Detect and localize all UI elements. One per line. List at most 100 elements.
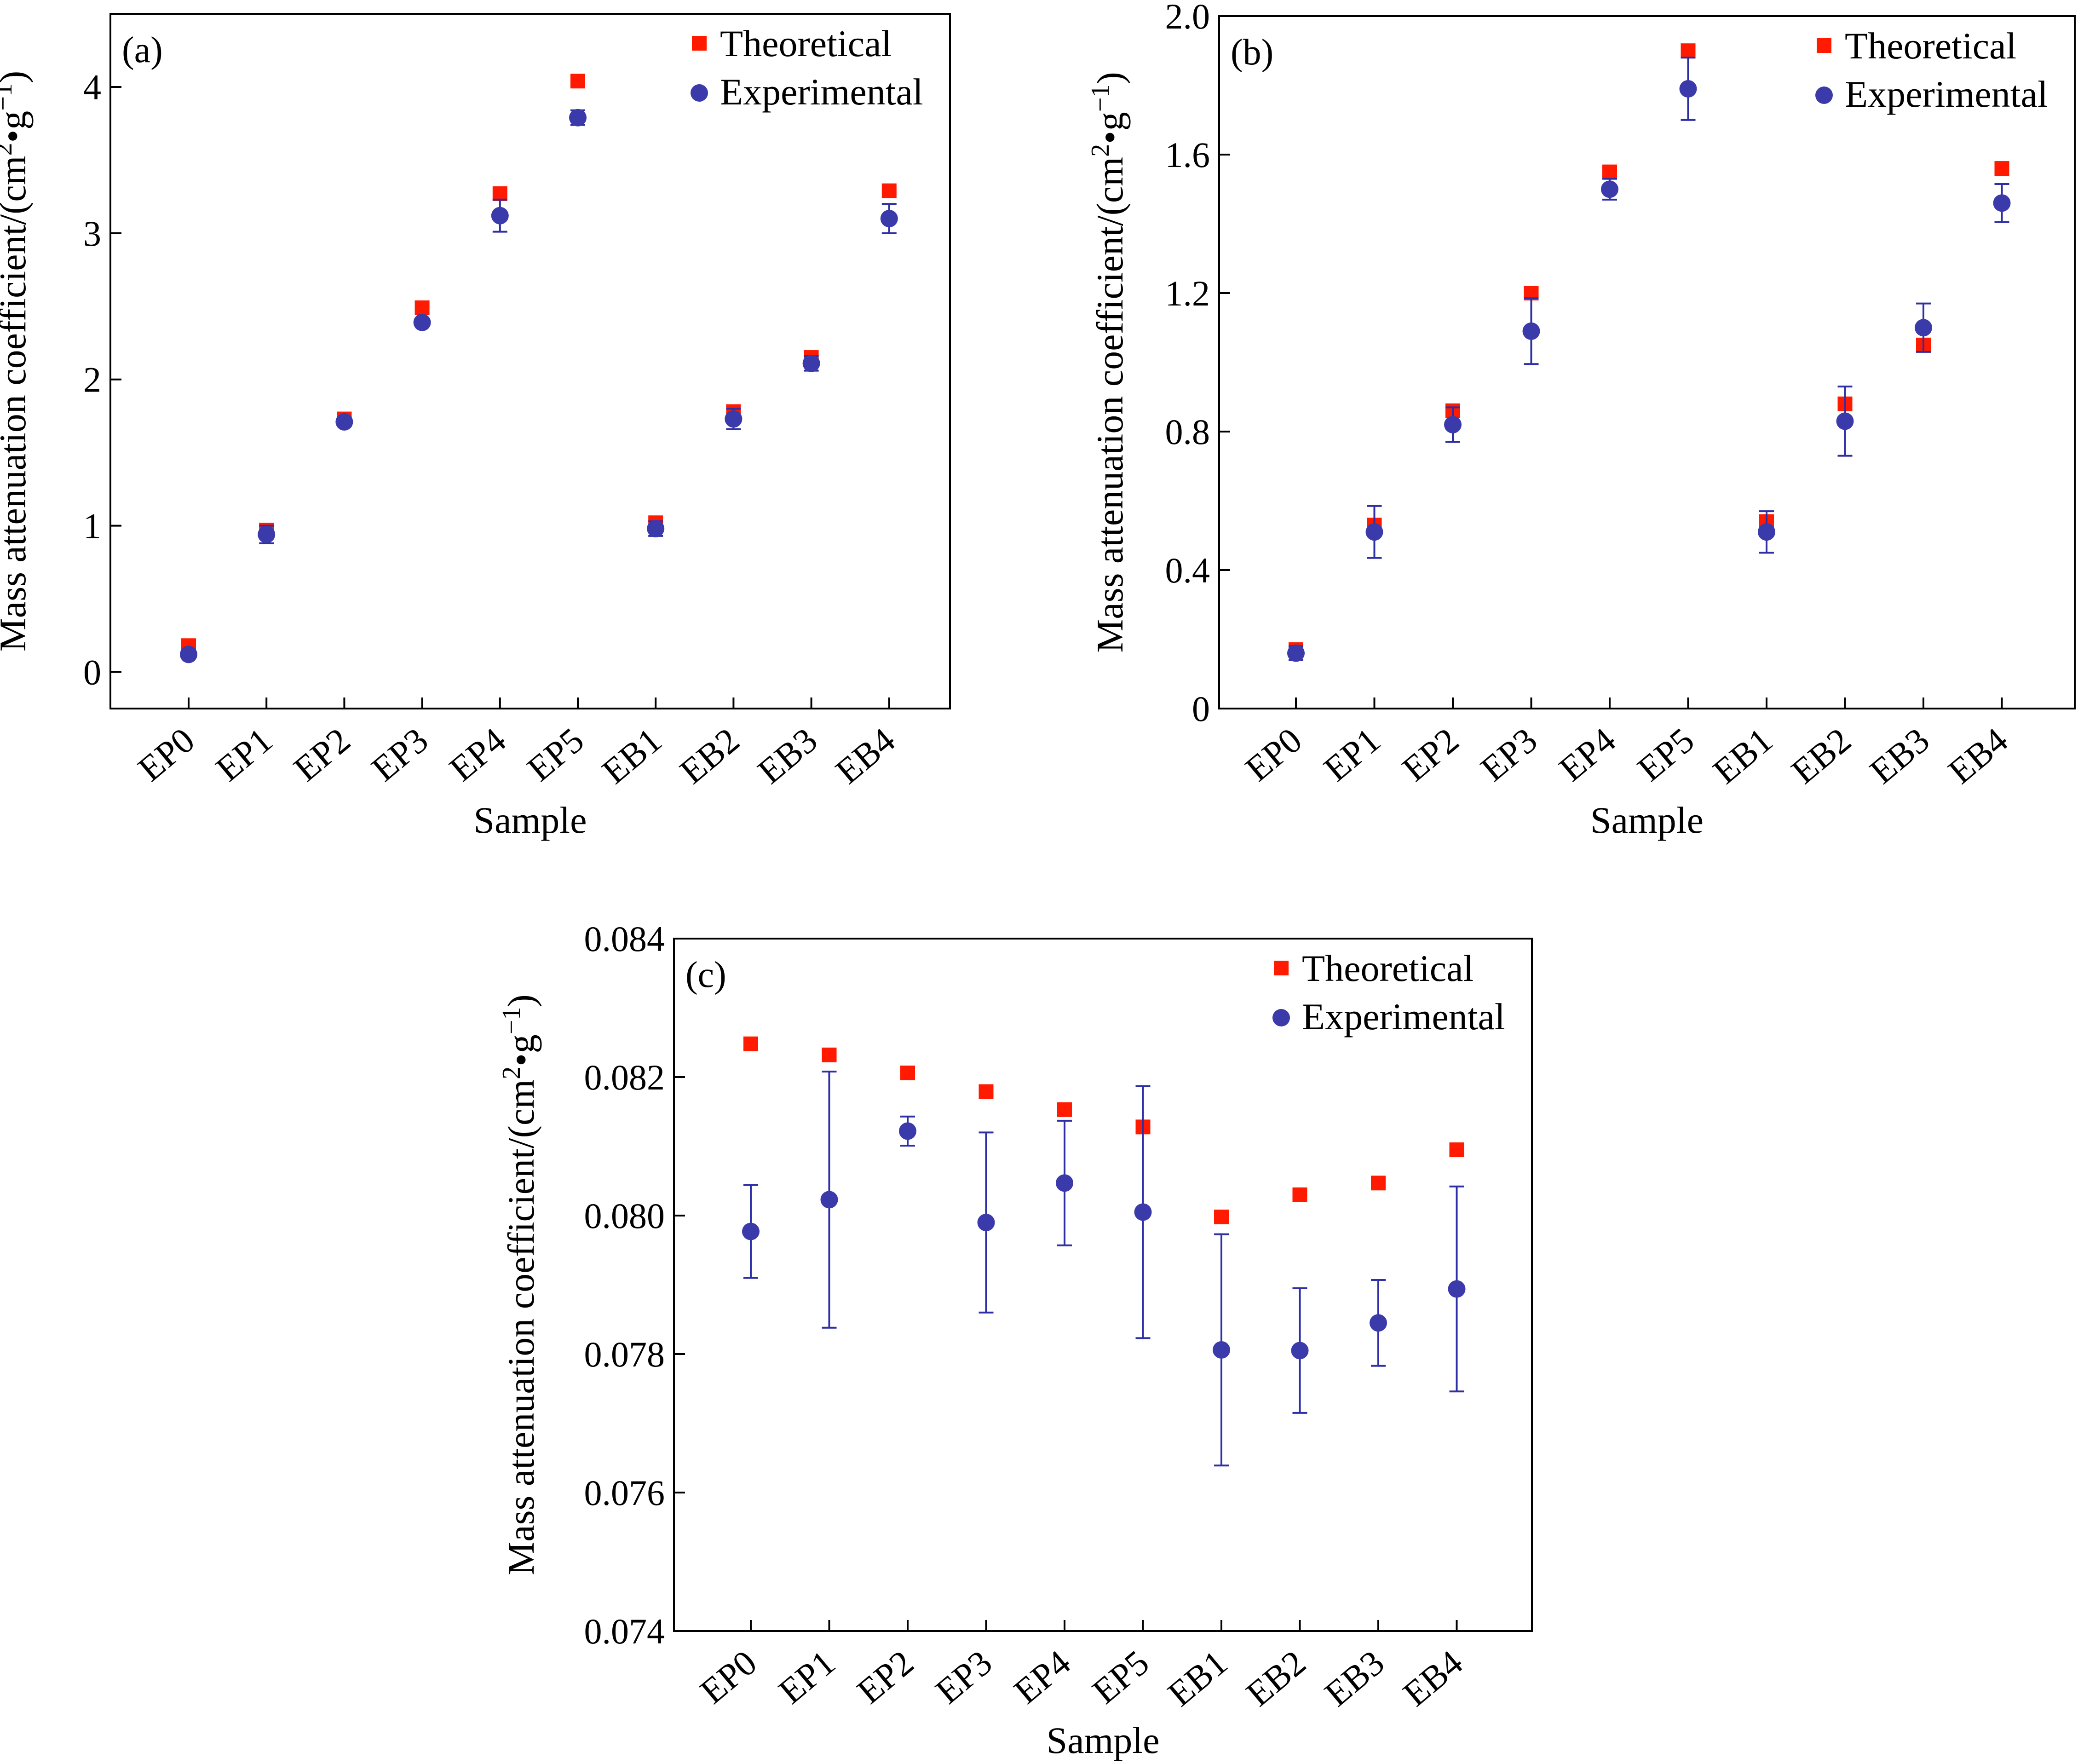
legend-experimental-marker [1815,86,1833,104]
x-tick-label: EB3 [1862,720,1937,791]
experimental-point [802,354,820,372]
legend-theoretical-label: Theoretical [720,23,892,64]
chart-panel-2: 0 0.4 0.8 1.2 1.6 2.0 EP0 EP1 EP2 EP3 EP4 EP5 EB1 EB2… [1086,0,2076,841]
experimental-point [413,313,431,331]
y-axis-label-sup: 2 [497,1066,526,1079]
y-axis-label-sup: −1 [0,83,17,111]
experimental-point [1370,1314,1387,1332]
theoretical-point [1602,164,1617,179]
y-axis-label-end: ) [1089,72,1131,84]
y-axis-label-mid: •g [0,111,34,143]
theoretical-point [1057,1102,1072,1117]
legend-theoretical-marker [692,36,707,51]
experimental-point [1679,80,1697,98]
experimental-point [1601,180,1618,198]
x-tick-label: EP5 [1085,1642,1157,1711]
x-tick-label: EP1 [208,720,280,789]
y-tick-label: 0.8 [1165,412,1210,452]
y-axis-label-mid: •g [1089,112,1131,144]
y-tick-label: 0.080 [584,1196,665,1236]
y-tick-label: 3 [83,213,101,254]
experimental-point [1522,322,1540,340]
theoretical-point [881,183,897,198]
theoretical-point [979,1084,994,1099]
x-tick-label: EB1 [1705,720,1780,791]
legend-experimental-marker [1272,1009,1290,1026]
y-axis-label-main: Mass attenuation coefficient/(cm [1089,157,1131,653]
theoretical-point [1681,43,1696,58]
y-axis-label: Mass attenuation coefficient/(cm2•g−1) [1086,72,1131,652]
x-tick-label: EB1 [594,720,669,791]
y-tick-label: 1 [83,506,101,546]
x-tick-label: EP0 [692,1642,764,1711]
theoretical-point [1292,1187,1307,1202]
experimental-point [1444,415,1462,433]
experimental-point [258,525,276,543]
plot-frame [673,938,1533,1632]
theoretical-point [1214,1210,1229,1225]
x-tick-label: EP1 [1316,720,1388,789]
experimental-point [569,109,587,127]
legend-experimental-label: Experimental [1302,996,1505,1038]
panel-label: (c) [685,955,726,995]
x-tick-label: EB3 [1317,1642,1392,1714]
y-tick-label: 1.6 [1165,135,1210,175]
experimental-point [647,519,665,537]
theoretical-point [492,186,507,202]
experimental-point [880,210,898,228]
x-tick-label: EB2 [1784,720,1858,791]
theoretical-point [822,1047,837,1062]
panel-label: (b) [1231,32,1273,73]
legend-experimental-label: Experimental [1845,73,2048,115]
x-tick-label: EP3 [928,1642,1000,1711]
y-tick-label: 0.4 [1165,550,1210,590]
x-tick-label: EP4 [1006,1642,1078,1711]
x-axis-label: Sample [474,799,587,841]
theoretical-point [1371,1176,1386,1191]
y-axis-label-sup: −1 [1086,85,1115,112]
y-tick-label: 0 [1192,689,1210,729]
y-tick-label: 1.2 [1165,273,1210,313]
experimental-point [1213,1341,1230,1359]
x-tick-label: EB4 [1940,720,2015,791]
experimental-point [742,1222,760,1240]
experimental-point [1915,319,1932,337]
experimental-point [1993,194,2011,212]
x-tick-label: EB1 [1160,1642,1235,1714]
x-tick-label: EP0 [1238,720,1309,789]
experimental-point [1056,1174,1073,1192]
x-tick-label: EB3 [750,720,824,791]
theoretical-point [1449,1142,1464,1158]
legend-experimental-marker [691,84,708,102]
y-tick-label: 0.082 [584,1057,665,1097]
theoretical-point [414,300,430,315]
x-tick-label: EP2 [286,720,358,789]
y-axis-label-main: Mass attenuation coefficient/(cm [0,156,34,651]
experimental-point [1291,1342,1309,1360]
theoretical-point [743,1036,758,1051]
y-axis-label-mid: •g [500,1034,542,1066]
y-axis-label: Mass attenuation coefficient/(cm2•g−1) [0,71,34,651]
y-tick-label: 0.074 [584,1611,665,1651]
y-axis-label-sup: 2 [0,143,17,156]
y-tick-label: 0.078 [584,1334,665,1374]
x-tick-label: EP2 [849,1642,921,1711]
x-tick-label: EP2 [1394,720,1466,789]
legend-theoretical-marker [1817,38,1831,53]
panel-label: (a) [122,30,163,70]
x-tick-label: EP3 [364,720,436,789]
legend-theoretical-marker [1274,961,1289,975]
theoretical-point [900,1065,915,1080]
x-tick-label: EP5 [519,720,591,789]
theoretical-point [1994,161,2009,176]
y-axis-label-end: ) [500,994,542,1007]
experimental-point [1134,1203,1152,1221]
legend-experimental-label: Experimental [720,71,923,113]
experimental-point [899,1122,916,1140]
x-tick-label: EP5 [1630,720,1702,789]
y-tick-label: 4 [83,67,101,107]
plot-frame [1218,15,2076,709]
y-tick-label: 2 [83,360,101,400]
